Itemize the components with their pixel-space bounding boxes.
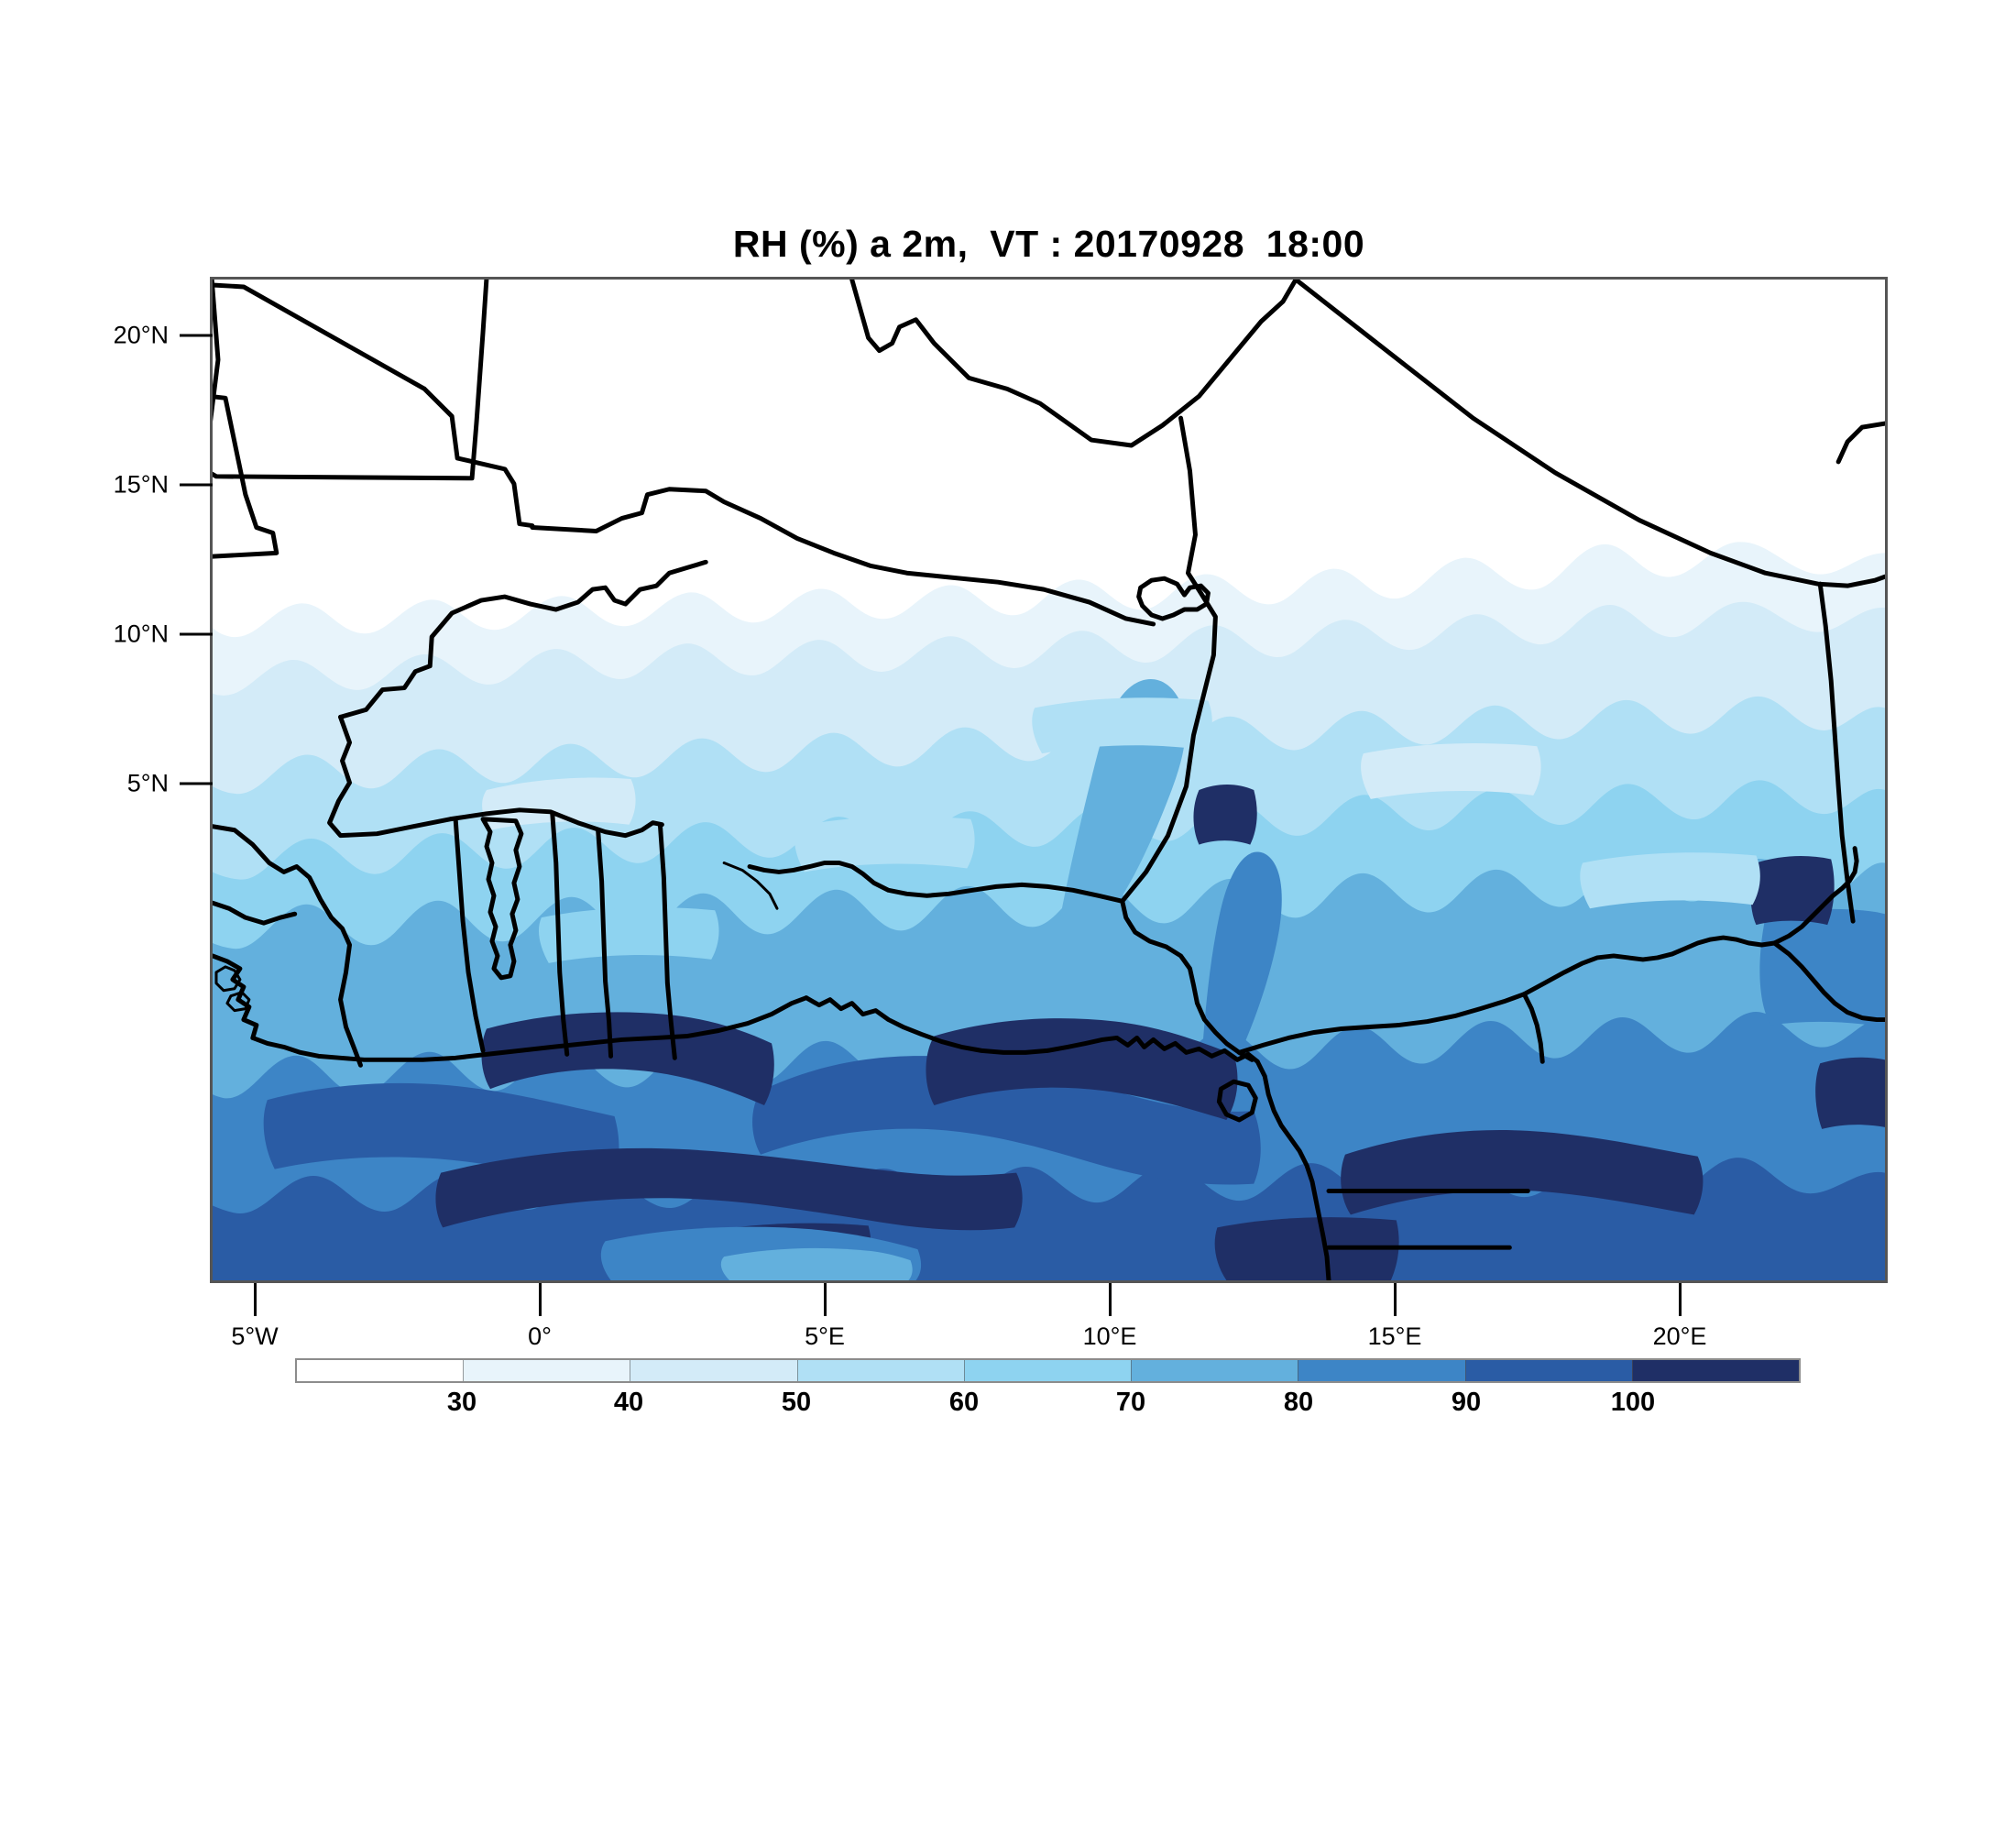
xtick-line-5W (254, 1283, 257, 1316)
ytick-label-5N: 5°N (126, 769, 169, 797)
colorbar-tick-80: 80 (1283, 1388, 1314, 1417)
ytick-line-20N (180, 334, 213, 337)
colorbar-segment-100-110 (1631, 1360, 1799, 1381)
xtick-label-0: 0° (528, 1323, 552, 1350)
colorbar-segment-60-70 (963, 1360, 1132, 1381)
colorbar[interactable] (295, 1358, 1801, 1383)
colorbar-tick-50: 50 (781, 1388, 812, 1417)
colorbar-tick-90: 90 (1451, 1388, 1482, 1417)
colorbar-segment-20-30 (297, 1360, 464, 1381)
xtick-line-10E (1109, 1283, 1112, 1316)
colorbar-segment-40-50 (630, 1360, 797, 1381)
colorbar-tick-100: 100 (1610, 1388, 1656, 1417)
ytick-label-10N: 10°N (113, 620, 169, 648)
xtick-label-20E: 20°E (1652, 1323, 1707, 1350)
colorbar-segment-30-40 (463, 1360, 630, 1381)
xtick-label-5W: 5°W (231, 1323, 279, 1350)
xtick-label-10E: 10°E (1082, 1323, 1137, 1350)
colorbar-segment-50-60 (796, 1360, 964, 1381)
xtick-line-5E (824, 1283, 827, 1316)
ytick-line-10N (180, 632, 213, 636)
map-plot-area[interactable] (210, 277, 1888, 1283)
colorbar-segment-80-90 (1298, 1360, 1465, 1381)
colorbar-segment-90-100 (1464, 1360, 1632, 1381)
ytick-label-20N: 20°N (113, 321, 169, 349)
colorbar-tick-70: 70 (1115, 1388, 1146, 1417)
xtick-line-0 (539, 1283, 542, 1316)
xtick-line-15E (1394, 1283, 1397, 1316)
page-title: RH (%) a 2m, VT : 20170928 18:00 (732, 223, 1365, 265)
ytick-label-15N: 15°N (113, 470, 169, 499)
xtick-label-5E: 5°E (805, 1323, 845, 1350)
ytick-line-5N (180, 782, 213, 785)
colorbar-tick-60: 60 (948, 1388, 980, 1417)
colorbar-tick-40: 40 (613, 1388, 644, 1417)
xtick-line-20E (1679, 1283, 1682, 1316)
xtick-label-15E: 15°E (1367, 1323, 1422, 1350)
colorbar-segment-70-80 (1131, 1360, 1298, 1381)
rh-contour-map (213, 280, 1885, 1280)
colorbar-tick-30: 30 (446, 1388, 477, 1417)
ytick-line-15N (180, 483, 213, 487)
